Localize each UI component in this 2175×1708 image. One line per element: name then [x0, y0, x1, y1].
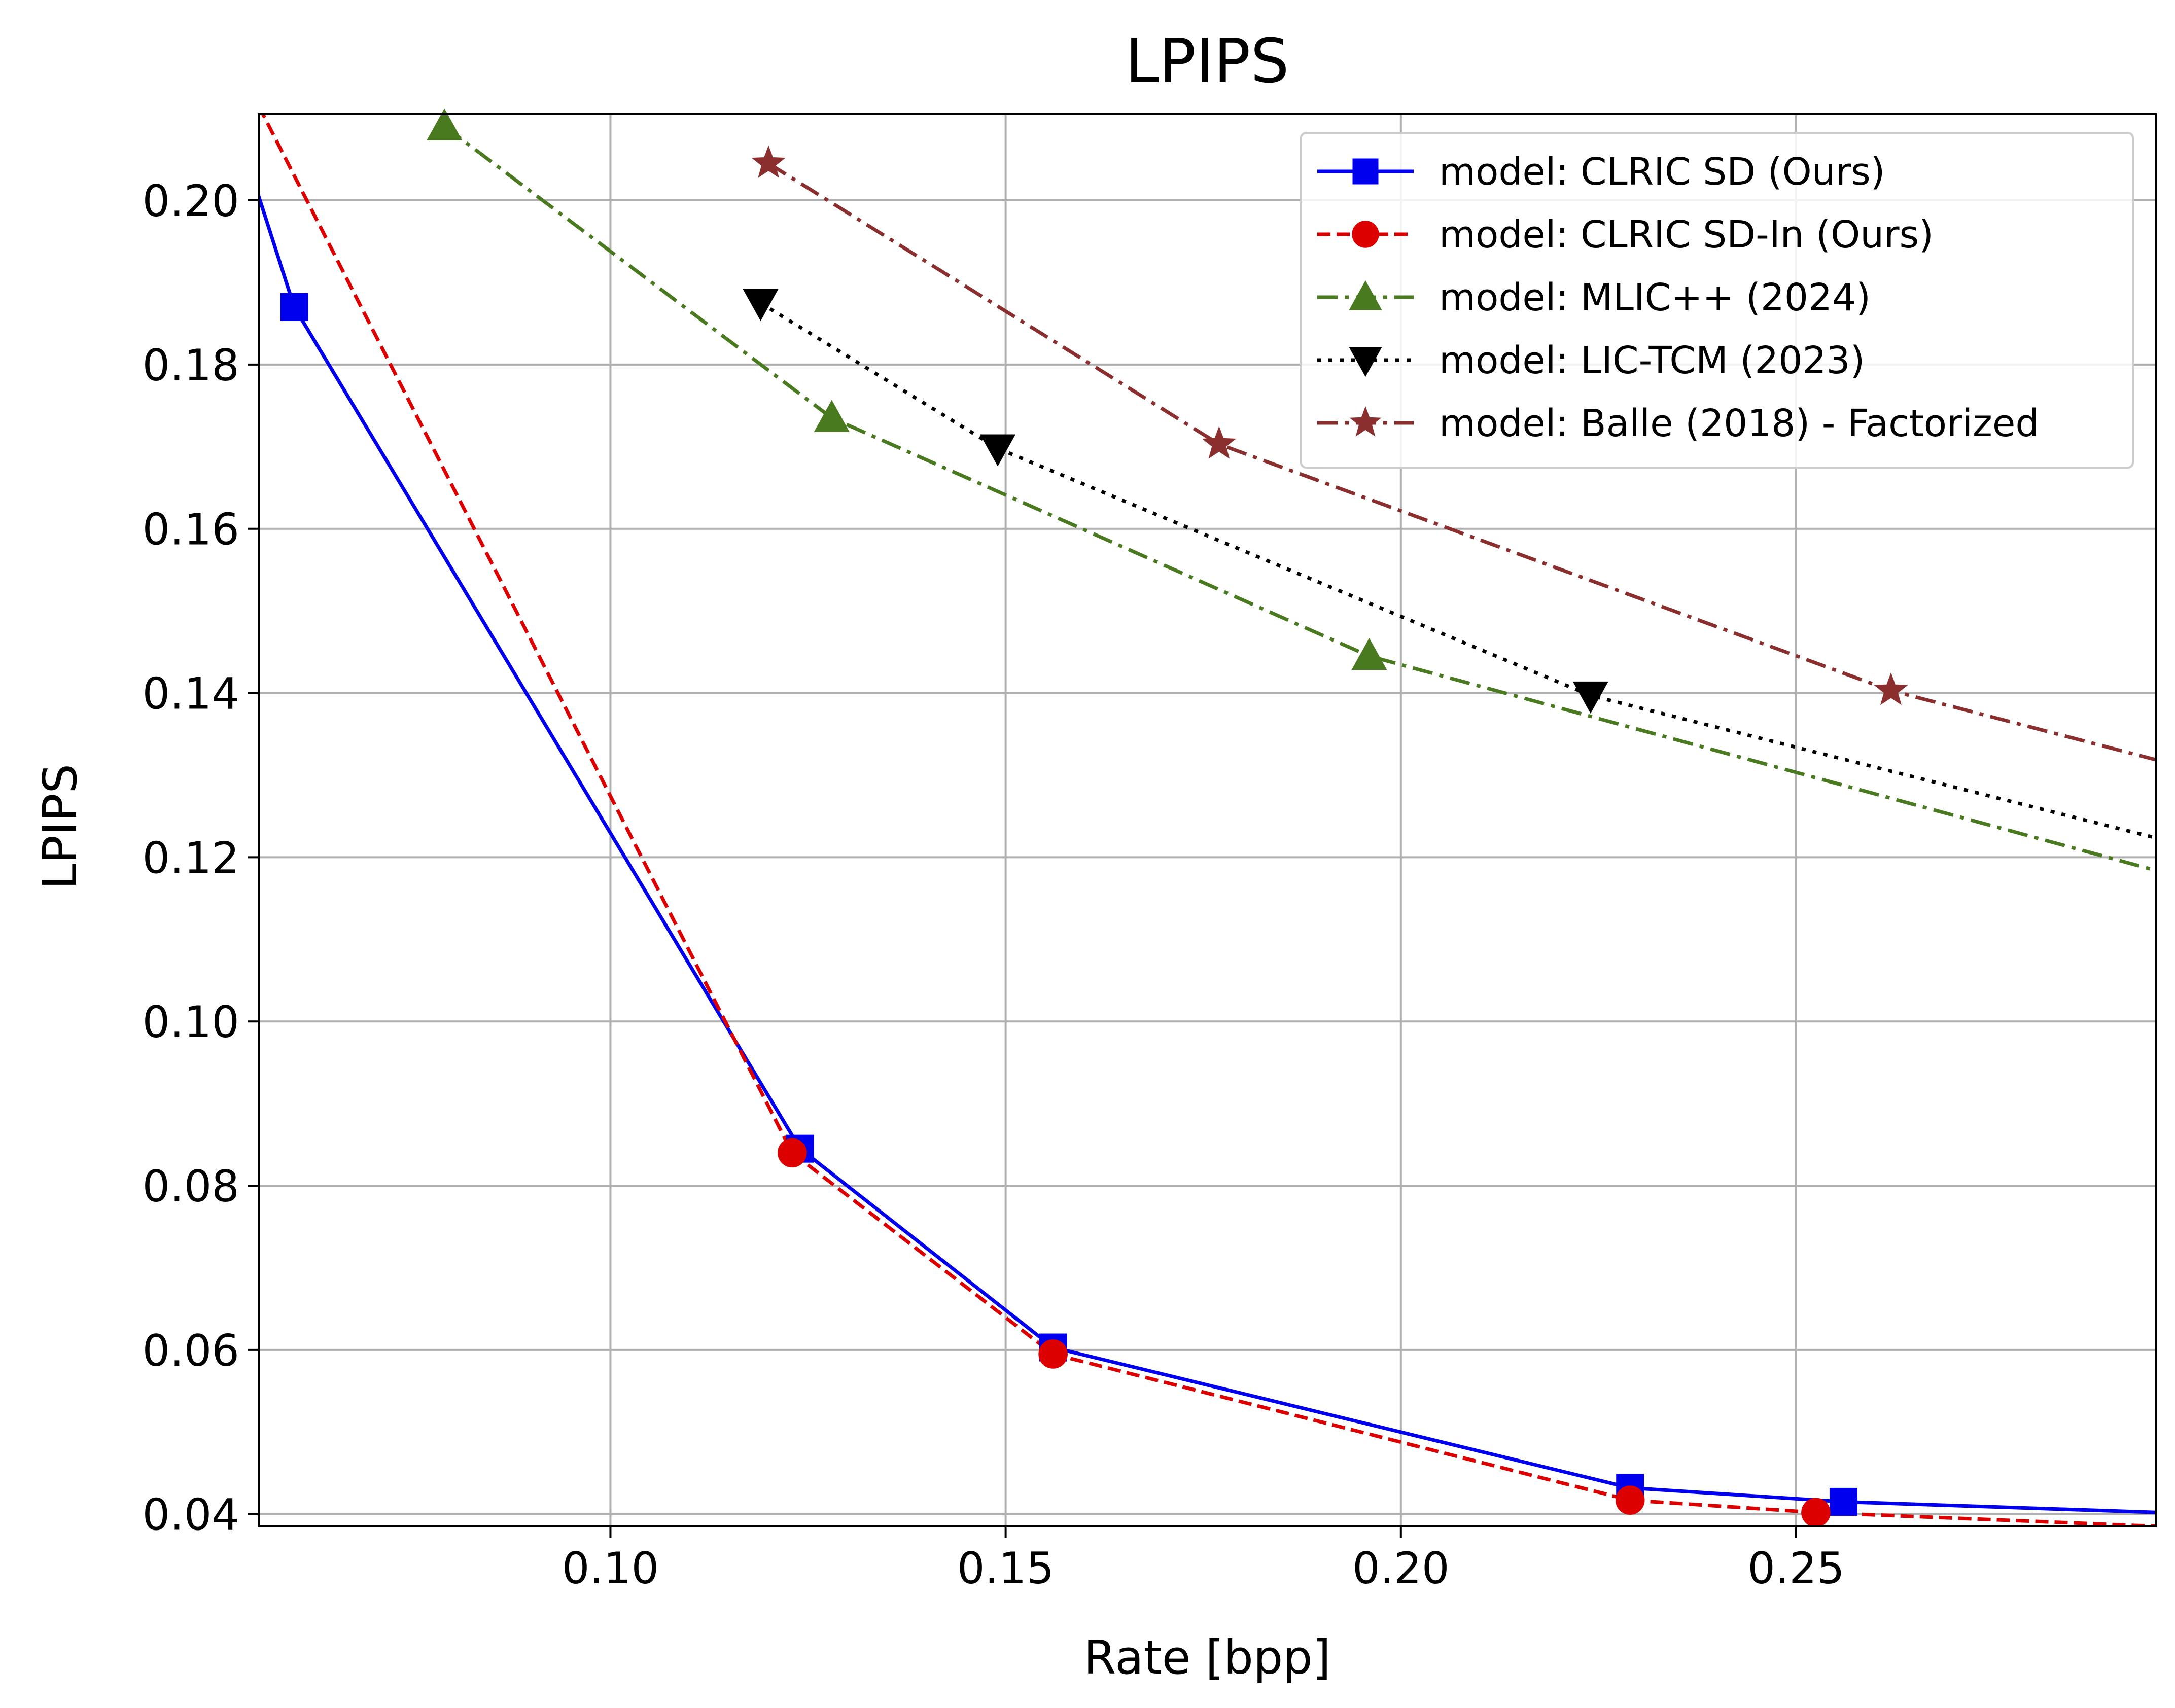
legend-label-1: model: CLRIC SD-In (Ours): [1439, 213, 1934, 257]
legend: model: CLRIC SD (Ours) model: CLRIC SD-In…: [1300, 132, 2134, 469]
y-tick-label: 0.06: [143, 1326, 239, 1376]
y-tick-label: 0.20: [143, 176, 239, 227]
chart-title: LPIPS: [1125, 26, 1289, 97]
legend-marker-3: [1349, 347, 1382, 377]
legend-marker-2: [1349, 280, 1382, 310]
data-point-3-1: [979, 434, 1016, 467]
x-tick-label: 0.15: [957, 1543, 1054, 1594]
y-tick-label: 0.12: [143, 833, 239, 883]
x-axis-ticks: 0.10 0.15 0.20 0.25: [562, 1526, 1845, 1594]
y-axis-ticks: 0.04 0.06 0.08 0.10 0.12 0.14 0.16 0.18 0.20: [143, 176, 259, 1541]
data-point-1-2: [1038, 1339, 1068, 1369]
y-tick-label: 0.16: [143, 505, 239, 555]
y-tick-label: 0.18: [143, 340, 239, 391]
y-tick-label: 0.04: [143, 1490, 239, 1541]
x-axis-label: Rate [bpp]: [1083, 1630, 1330, 1685]
data-point-2-1: [814, 400, 850, 432]
legend-label-0: model: CLRIC SD (Ours): [1439, 150, 1885, 194]
legend-label-3: model: LIC-TCM (2023): [1439, 339, 1865, 382]
data-point-0-1: [280, 293, 308, 322]
legend-box: [1300, 132, 2134, 469]
series-line-4: [767, 162, 2156, 762]
x-tick-label: 0.20: [1352, 1543, 1449, 1594]
data-point-1-4: [1801, 1498, 1831, 1527]
data-point-4-2: [1874, 672, 1908, 705]
data-point-4-1: [1202, 426, 1237, 459]
y-tick-label: 0.10: [143, 997, 239, 1048]
data-point-4-0: [751, 145, 786, 178]
y-tick-label: 0.14: [143, 669, 239, 720]
series-line-1: [261, 114, 2156, 1526]
series-line-2: [443, 125, 2156, 872]
data-point-0-5: [1829, 1487, 1857, 1516]
legend-marker-0: [1352, 158, 1379, 185]
series-line-3: [759, 301, 2156, 840]
legend-marker-4: [1349, 406, 1382, 437]
data-point-1-1: [778, 1138, 807, 1168]
data-point-2-0: [427, 108, 463, 140]
legend-label-4: model: Balle (2018) - Factorized: [1439, 402, 2039, 445]
x-tick-label: 0.10: [562, 1543, 659, 1594]
legend-marker-1: [1352, 221, 1379, 248]
data-point-1-3: [1615, 1485, 1645, 1515]
data-point-2-2: [1351, 638, 1387, 670]
legend-label-2: model: MLIC++ (2024): [1439, 276, 1871, 319]
plot-frame: [258, 113, 2157, 1527]
y-axis-label: LPIPS: [33, 764, 87, 889]
series-markers: [280, 108, 1908, 1527]
data-point-3-0: [743, 289, 779, 322]
y-tick-label: 0.08: [143, 1161, 239, 1212]
data-point-3-2: [1572, 681, 1608, 714]
x-tick-label: 0.25: [1747, 1543, 1844, 1594]
